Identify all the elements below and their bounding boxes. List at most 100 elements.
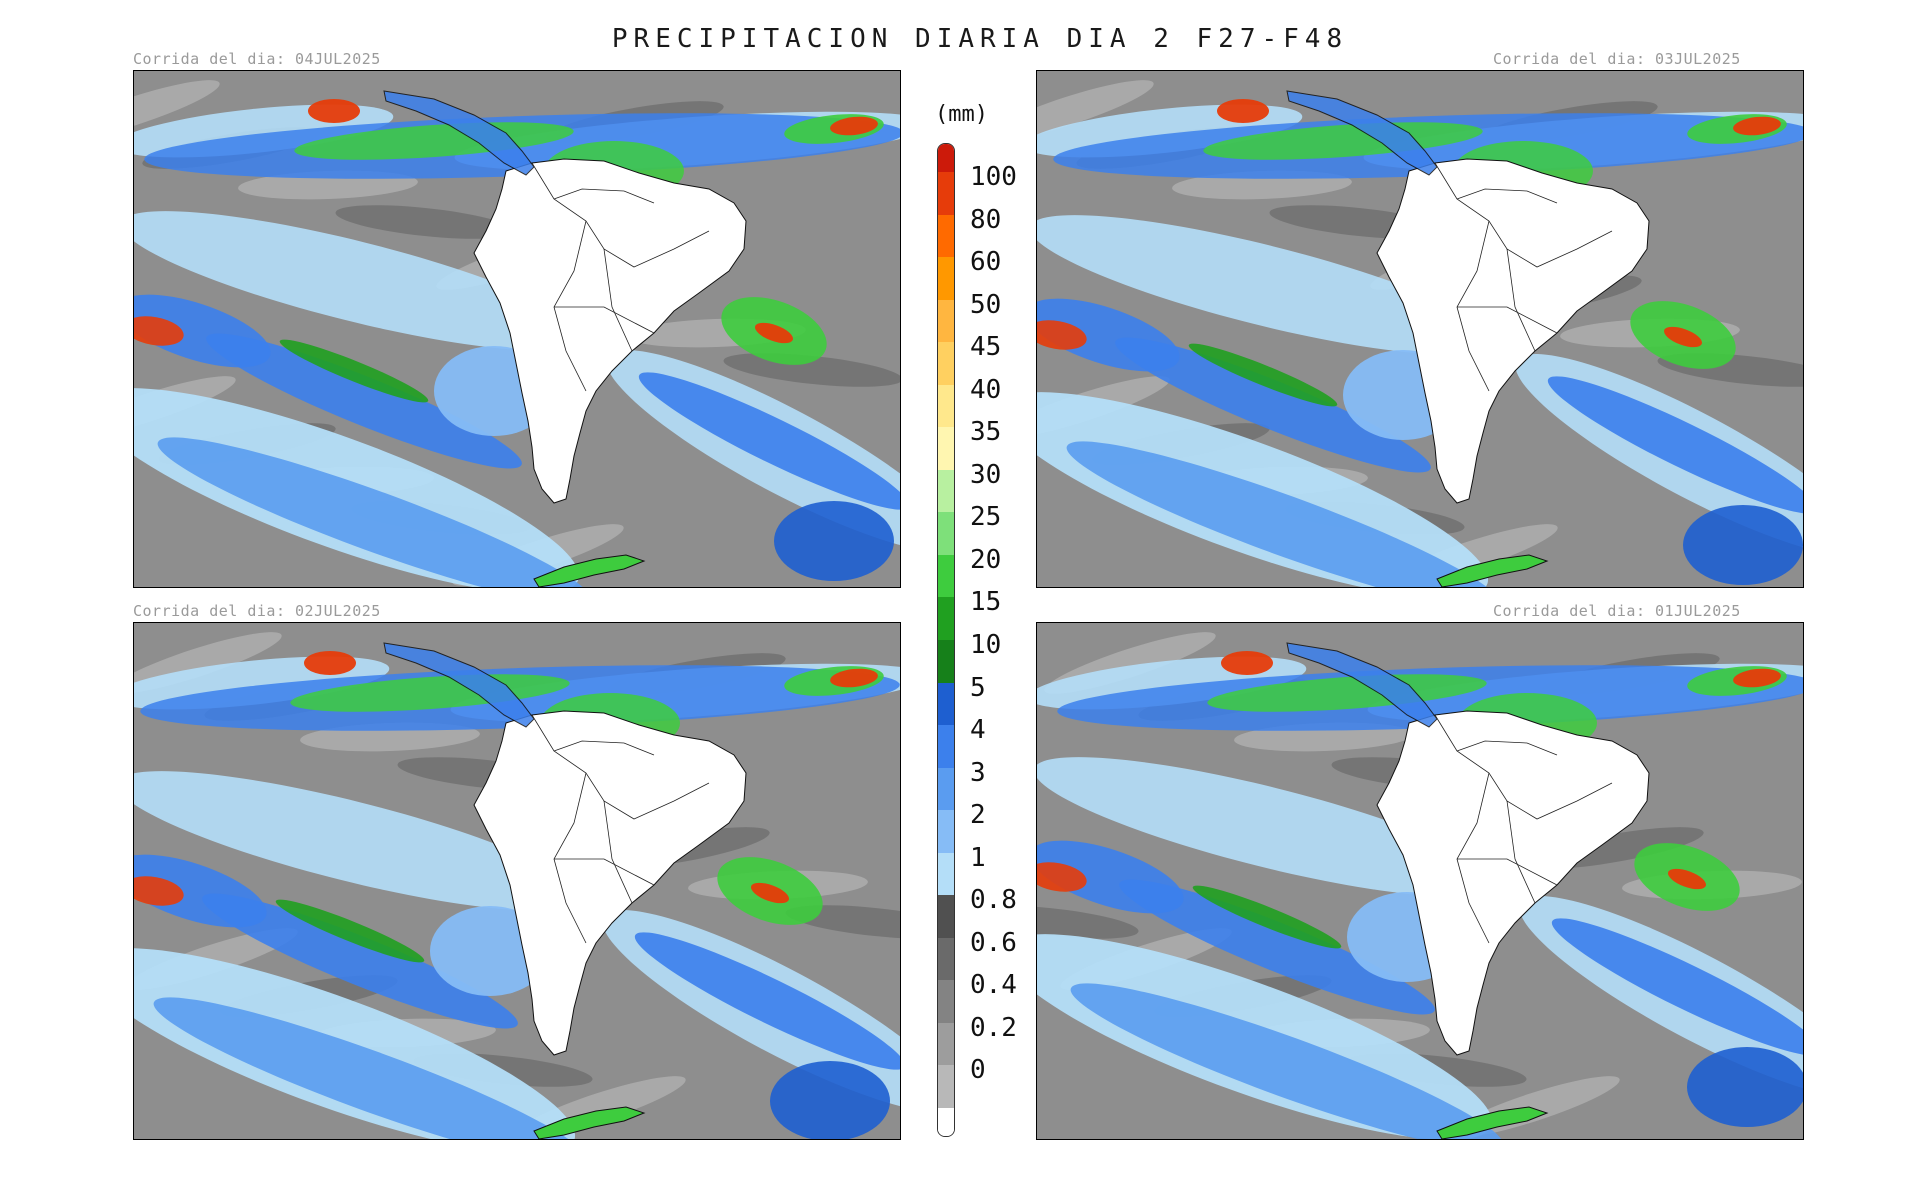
colorbar-segment bbox=[938, 384, 954, 428]
heavy-rain-core bbox=[751, 882, 789, 904]
precip-band-heavy bbox=[1192, 885, 1342, 949]
colorbar bbox=[937, 143, 955, 1137]
heavy-rain-core bbox=[1217, 99, 1269, 123]
heavy-rain-core bbox=[1733, 668, 1781, 688]
precip-band-light bbox=[1037, 757, 1501, 897]
colorbar-segment bbox=[938, 937, 954, 981]
antarctic-peninsula bbox=[533, 554, 646, 587]
precip-band-heavy bbox=[275, 899, 425, 963]
heavy-rain-core bbox=[1668, 868, 1706, 890]
precip-band-light bbox=[134, 771, 584, 911]
itcz-convection bbox=[1207, 674, 1487, 712]
colorbar-tick-label: 10 bbox=[970, 630, 1002, 660]
map-panel-03jul[interactable] bbox=[1036, 70, 1804, 588]
precip-band-moderate bbox=[1037, 840, 1184, 914]
country-border bbox=[1506, 800, 1536, 904]
country-border bbox=[553, 740, 655, 756]
colorbar-tick-label: 15 bbox=[970, 587, 1002, 618]
south-america-landmass bbox=[1376, 158, 1650, 504]
colorbar-tick-label: 1 bbox=[970, 842, 986, 873]
map-panel-02jul[interactable] bbox=[133, 622, 901, 1140]
heavy-rain-core bbox=[308, 99, 360, 123]
precip-band-moderate bbox=[1547, 376, 1803, 514]
colorbar-segment bbox=[938, 980, 954, 1023]
colorbar-tick-label: 3 bbox=[970, 757, 986, 788]
colorbar-segment bbox=[938, 767, 954, 811]
colorbar-segment bbox=[938, 299, 954, 343]
colorbar-segment bbox=[938, 342, 954, 385]
antarctic-peninsula bbox=[1436, 554, 1549, 587]
precip-band-moderate bbox=[1037, 298, 1180, 372]
colorbar-tick-label: 0 bbox=[970, 1055, 986, 1086]
country-border bbox=[603, 248, 633, 352]
country-border bbox=[554, 858, 655, 886]
colorbar-tick-label: 50 bbox=[970, 289, 1002, 320]
country-border bbox=[603, 800, 633, 904]
precip-band-moderate bbox=[1070, 983, 1504, 1139]
colorbar-tick-label: 0.8 bbox=[970, 885, 1017, 916]
south-america-landmass bbox=[473, 158, 747, 504]
heavy-rain-core bbox=[134, 316, 184, 346]
run-label-01jul: Corrida del dia: 01JUL2025 bbox=[1493, 602, 1741, 620]
precip-band-light bbox=[1037, 215, 1497, 355]
south-america-landmass bbox=[1376, 710, 1650, 1056]
heavy-rain-core bbox=[1733, 116, 1781, 136]
heavy-rain-core bbox=[304, 651, 356, 675]
central-america-landmass bbox=[383, 90, 535, 176]
central-america-landmass bbox=[1286, 90, 1438, 176]
antarctic-peninsula bbox=[1436, 1106, 1549, 1139]
heavy-rain-core bbox=[1037, 320, 1087, 350]
precip-map-01jul bbox=[1037, 623, 1803, 1139]
colorbar-segment bbox=[938, 512, 954, 555]
precip-band-moderate bbox=[1551, 918, 1803, 1056]
central-america-landmass bbox=[383, 642, 535, 728]
precip-map-02jul bbox=[134, 623, 900, 1139]
precip-band-moderate bbox=[134, 294, 271, 368]
colorbar-segment bbox=[938, 1108, 954, 1136]
itcz-convection bbox=[1203, 122, 1483, 160]
heavy-rain-core bbox=[134, 876, 184, 906]
colorbar-segment bbox=[938, 144, 954, 172]
precip-band-moderate bbox=[206, 333, 522, 469]
heavy-rain-core bbox=[830, 116, 878, 136]
precip-band-moderate bbox=[202, 893, 518, 1029]
precip-band-moderate bbox=[157, 437, 591, 587]
colorbar-tick-label: 0.4 bbox=[970, 970, 1017, 1001]
colorbar-segment bbox=[938, 1022, 954, 1066]
precip-band-moderate bbox=[770, 1061, 890, 1139]
colorbar-unit: (mm) bbox=[935, 102, 988, 127]
heavy-rain-core bbox=[830, 668, 878, 688]
country-border bbox=[1456, 740, 1558, 756]
country-border bbox=[1457, 858, 1558, 886]
map-panel-01jul[interactable] bbox=[1036, 622, 1804, 1140]
map-panel-04jul[interactable] bbox=[133, 70, 901, 588]
precip-band-moderate bbox=[1115, 337, 1431, 473]
colorbar-tick-label: 0.2 bbox=[970, 1012, 1017, 1043]
precip-band-heavy bbox=[1188, 343, 1338, 407]
colorbar-tick-label: 30 bbox=[970, 459, 1002, 490]
precip-map-04jul bbox=[134, 71, 900, 587]
precip-band-moderate bbox=[1683, 505, 1803, 585]
colorbar-tick-label: 80 bbox=[970, 204, 1002, 235]
country-border bbox=[1506, 248, 1536, 352]
colorbar-tick-label: 40 bbox=[970, 374, 1002, 405]
precip-map-03jul bbox=[1037, 71, 1803, 587]
colorbar-segment bbox=[938, 172, 954, 215]
precip-band-heavy bbox=[279, 339, 429, 403]
run-label-03jul: Corrida del dia: 03JUL2025 bbox=[1493, 50, 1741, 68]
heavy-rain-core bbox=[1037, 862, 1087, 892]
colorbar-tick-label: 5 bbox=[970, 672, 986, 703]
colorbar-segment bbox=[938, 469, 954, 513]
precip-band-moderate bbox=[638, 372, 900, 510]
colorbar-tick-label: 35 bbox=[970, 417, 1002, 448]
light-rain-band bbox=[1037, 80, 1154, 142]
colorbar-tick-label: 2 bbox=[970, 800, 986, 831]
colorbar-segment bbox=[938, 895, 954, 938]
colorbar-segment bbox=[938, 852, 954, 896]
precip-band-moderate bbox=[153, 997, 587, 1139]
south-america-landmass bbox=[473, 710, 747, 1056]
colorbar-tick-label: 100 bbox=[970, 162, 1017, 192]
run-label-02jul: Corrida del dia: 02JUL2025 bbox=[133, 602, 381, 620]
colorbar-segment bbox=[938, 640, 954, 683]
country-border bbox=[1456, 188, 1558, 204]
